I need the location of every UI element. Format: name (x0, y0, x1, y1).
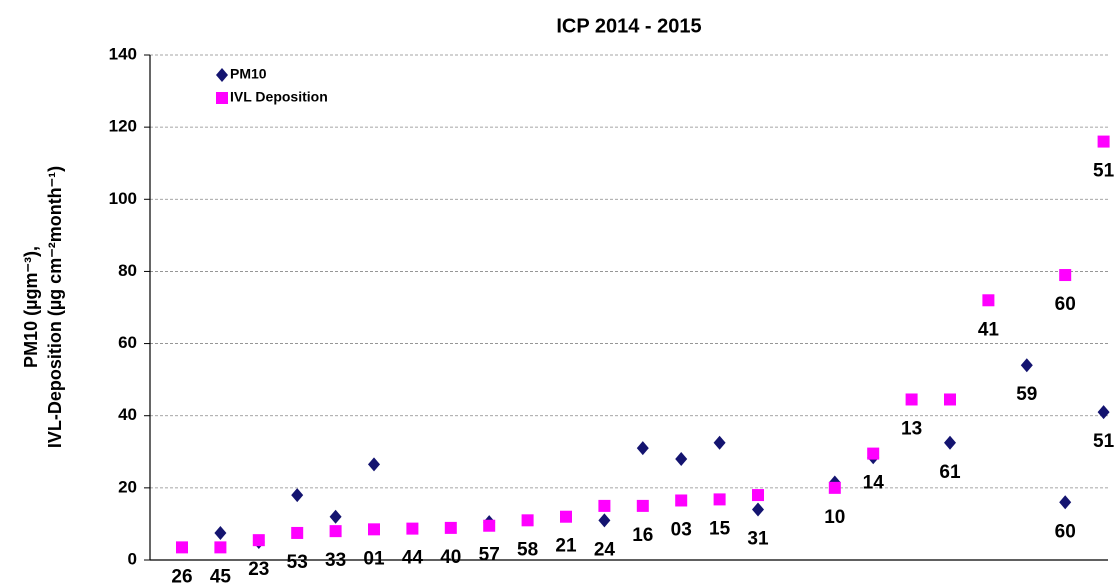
point (944, 435, 956, 450)
point-label: 21 (555, 536, 577, 557)
point-label: 58 (517, 539, 538, 560)
point (214, 525, 227, 540)
point (1097, 405, 1110, 420)
point-label: 16 (632, 525, 653, 546)
point (752, 502, 764, 517)
point-label: 01 (363, 548, 385, 569)
y-axis-label: PM10 (µgm⁻³), (21, 246, 41, 368)
point-label: 57 (479, 545, 500, 566)
point-label: 60 (1055, 521, 1076, 542)
y-tick-label: 40 (118, 405, 137, 424)
point-label: 40 (440, 547, 461, 568)
point (713, 435, 726, 450)
point-label: 44 (402, 548, 424, 569)
point-label: 45 (210, 566, 232, 587)
point-label: 59 (1016, 384, 1037, 405)
point-label: 24 (594, 539, 616, 560)
point-label: 15 (709, 518, 731, 539)
point (598, 499, 611, 512)
point (828, 481, 841, 494)
point-label: 14 (863, 473, 885, 494)
point (368, 523, 380, 536)
point (291, 526, 304, 539)
point-label: 23 (248, 559, 269, 580)
point (291, 488, 304, 503)
point (176, 541, 188, 554)
point-label: 03 (671, 519, 692, 540)
point-label: 51 (1093, 431, 1114, 452)
point-label: 60 (1055, 294, 1076, 315)
point-label: 10 (824, 507, 845, 528)
point-label: 53 (287, 552, 308, 573)
point (1059, 269, 1072, 282)
y-axis-label: IVL-Deposition (µg cm⁻²month⁻¹) (45, 166, 65, 448)
y-tick-label: 0 (128, 549, 137, 568)
point-label: 41 (978, 319, 1000, 340)
point (406, 522, 419, 535)
legend-marker (216, 68, 228, 82)
point (444, 521, 457, 534)
point-label: 31 (747, 529, 769, 550)
point-label: 26 (171, 566, 192, 587)
y-tick-label: 60 (118, 333, 137, 352)
point (982, 294, 995, 307)
point-label: 51 (1093, 161, 1114, 182)
point (1020, 358, 1033, 373)
point (214, 541, 227, 554)
point (368, 457, 380, 472)
point (483, 519, 496, 532)
point (598, 513, 611, 528)
point (521, 514, 534, 527)
point (752, 489, 764, 502)
y-tick-label: 100 (109, 189, 137, 208)
point (329, 509, 342, 524)
point (560, 510, 572, 523)
point (944, 393, 956, 406)
legend-label: PM10 (230, 66, 267, 82)
legend-marker (216, 92, 228, 104)
y-tick-label: 20 (118, 477, 137, 496)
point (252, 534, 265, 547)
point (675, 452, 688, 466)
y-tick-label: 120 (109, 117, 137, 136)
point (636, 441, 649, 456)
point (1059, 495, 1072, 510)
point (1097, 135, 1110, 148)
legend-label: IVL Deposition (230, 89, 328, 105)
point (675, 494, 688, 507)
point (867, 447, 880, 460)
point (636, 499, 649, 512)
y-tick-label: 80 (118, 261, 137, 280)
point (905, 393, 918, 406)
chart-title: ICP 2014 - 2015 (556, 15, 701, 37)
point-label: 33 (325, 550, 346, 571)
point-label: 61 (939, 462, 961, 483)
point (713, 493, 726, 506)
y-tick-label: 140 (109, 44, 137, 63)
point (329, 525, 342, 538)
point-label: 13 (901, 418, 922, 439)
